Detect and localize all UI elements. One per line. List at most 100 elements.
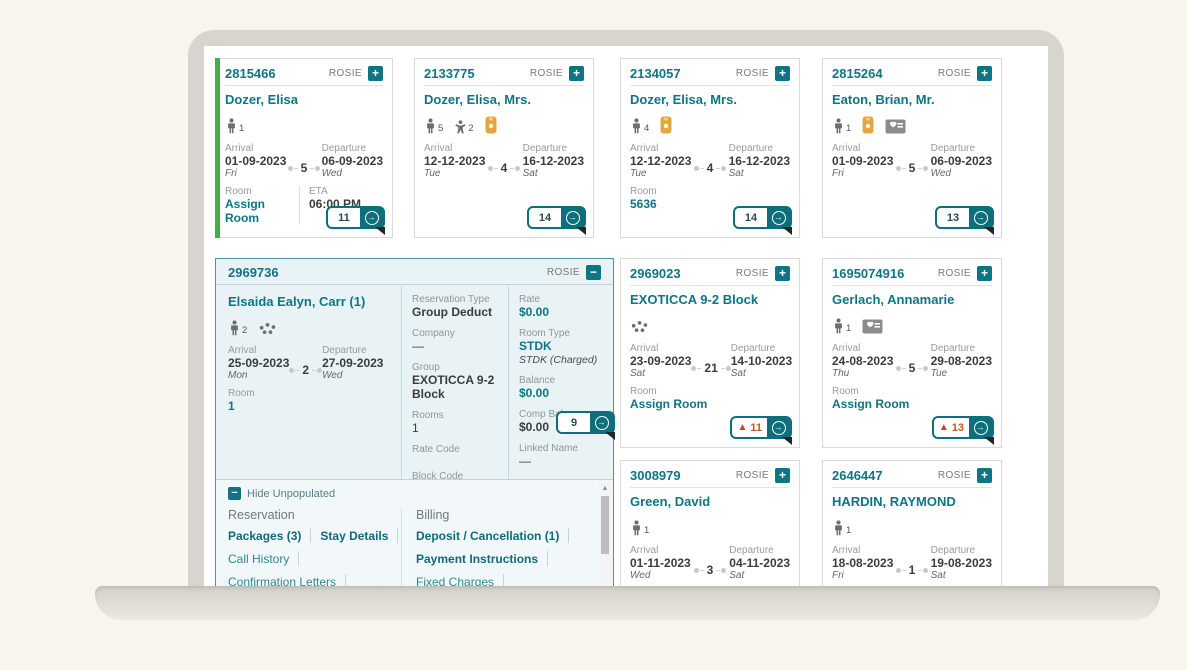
departure-day: Wed (321, 168, 342, 179)
station-label: ROSIE (529, 68, 563, 79)
adult-icon: 5 (424, 118, 443, 134)
room-label: Room (225, 186, 252, 197)
reservation-card: 2646447 ROSIE + HARDIN, RAYMOND 1 Arriva… (822, 460, 1002, 588)
fixed-charges-link[interactable]: Fixed Charges (416, 574, 495, 589)
trace-count-badge[interactable]: 9 → (556, 411, 615, 440)
adult-icon: 2 (228, 320, 247, 336)
go-arrow-button[interactable]: → (561, 208, 584, 227)
adult-count: 2 (242, 325, 248, 336)
reservation-card: 1695074916 ROSIE + Gerlach, Annamarie 1 … (822, 258, 1002, 448)
reservation-id-link[interactable]: 2969023 (630, 266, 681, 281)
expand-plus-button[interactable]: + (977, 266, 992, 281)
departure-date: 04-11-2023 (729, 556, 790, 570)
arrival-date: 23-09-2023 (630, 354, 692, 368)
reservation-id-link[interactable]: 3008979 (630, 468, 681, 483)
assign-room-link[interactable]: Assign Room (630, 397, 708, 411)
arrival-day: Tue (630, 168, 647, 179)
trace-count-badge[interactable]: 11 → (326, 206, 385, 235)
arrow-icon: → (771, 420, 786, 435)
go-arrow-button[interactable]: → (969, 418, 992, 437)
payment-instructions-link[interactable]: Payment Instructions (416, 551, 539, 566)
nights-indicator: 5 (287, 157, 321, 179)
room-number-link[interactable]: 5636 (630, 197, 657, 211)
scrollbar-thumb[interactable] (601, 496, 609, 554)
guest-name: Dozer, Elisa, Mrs. (424, 92, 531, 107)
confirmation-letters-link[interactable]: Confirmation Letters (228, 574, 337, 589)
go-arrow-button[interactable]: → (360, 208, 383, 227)
expand-plus-button[interactable]: + (775, 266, 790, 281)
departure-date: 29-08-2023 (930, 354, 992, 368)
go-arrow-button[interactable]: → (767, 208, 790, 227)
expand-plus-button[interactable]: + (368, 66, 383, 81)
child-count: 2 (468, 123, 474, 134)
reservation-id-link[interactable]: 2815264 (832, 66, 883, 81)
linked-name-value: — (519, 454, 531, 468)
go-arrow-button[interactable]: → (969, 208, 992, 227)
adult-icon: 4 (630, 118, 649, 134)
arrival-date: 25-09-2023 (228, 356, 290, 370)
expand-plus-button[interactable]: + (569, 66, 584, 81)
hide-unpopulated-toggle[interactable]: − Hide Unpopulated (228, 487, 613, 500)
station-label: ROSIE (735, 68, 769, 79)
reservation-id-link[interactable]: 2815466 (225, 66, 276, 81)
arrow-icon: → (973, 210, 988, 225)
reservation-id-link[interactable]: 2133775 (424, 66, 475, 81)
reservation-id-link[interactable]: 2969736 (228, 265, 279, 280)
nights-count: 4 (706, 161, 714, 175)
trace-count-badge[interactable]: 14 → (527, 206, 586, 235)
room-number-link[interactable]: 1 (228, 399, 235, 413)
departure-date: 06-09-2023 (321, 154, 383, 168)
reservation-id-link[interactable]: 1695074916 (832, 266, 905, 281)
reservation-id-link[interactable]: 2646447 (832, 468, 883, 483)
adult-count: 4 (644, 123, 650, 134)
room-type-value: STDK (519, 339, 552, 353)
status-stripe (215, 58, 220, 238)
adult-count: 1 (644, 525, 650, 536)
reservation-card: 2133775 ROSIE + Dozer, Elisa, Mrs. 5 2 (414, 58, 594, 238)
trace-count-badge[interactable]: ▲ 13 → (931, 416, 994, 445)
station-label: ROSIE (546, 267, 580, 278)
deposit-cancellation-link[interactable]: Deposit / Cancellation (1) (416, 528, 560, 543)
vip-tag-icon (862, 116, 874, 134)
scrollbar[interactable]: ▲ (599, 483, 611, 585)
departure-day: Sat (729, 570, 745, 581)
expand-plus-button[interactable]: + (775, 468, 790, 483)
trace-count: 9 (570, 416, 578, 429)
assign-room-link[interactable]: Assign Room (832, 397, 910, 411)
stay-details-link[interactable]: Stay Details (320, 528, 389, 543)
trace-count-badge[interactable]: ▲ 11 → (730, 416, 792, 445)
reservation-id-link[interactable]: 2134057 (630, 66, 681, 81)
room-type-note: STDK (Charged) (519, 354, 598, 366)
expand-plus-button[interactable]: + (977, 66, 992, 81)
reservation-card: 2134057 ROSIE + Dozer, Elisa, Mrs. 4 Arr… (620, 58, 800, 238)
arrow-icon: → (565, 210, 580, 225)
trace-count: 13 (951, 421, 964, 434)
arrival-day: Fri (832, 168, 844, 179)
arrival-label: Arrival (225, 143, 254, 154)
expand-plus-button[interactable]: + (775, 66, 790, 81)
expand-plus-button[interactable]: + (977, 468, 992, 483)
scroll-up-arrow[interactable]: ▲ (601, 485, 609, 492)
call-history-link[interactable]: Call History (228, 551, 290, 566)
child-icon: 2 (454, 120, 474, 134)
adult-count: 1 (846, 123, 852, 134)
go-arrow-button[interactable]: → (767, 418, 790, 437)
balance-value: $0.00 (519, 386, 550, 400)
assign-room-link[interactable]: Assign Room (225, 197, 266, 225)
trace-count-badge[interactable]: 14 → (733, 206, 792, 235)
adult-icon: 1 (832, 520, 851, 536)
minus-icon: − (228, 487, 241, 500)
departure-day: Wed (322, 370, 343, 381)
station-label: ROSIE (735, 470, 769, 481)
guest-name: EXOTICCA 9-2 Block (630, 292, 759, 307)
group-value: EXOTICCA 9-2 Block (412, 373, 495, 401)
trace-count-badge[interactable]: 13 → (935, 206, 994, 235)
billing-section-title: Billing (416, 508, 450, 522)
go-arrow-button[interactable]: → (590, 413, 613, 432)
packages-link[interactable]: Packages (3) (228, 528, 302, 543)
nights-count: 5 (908, 161, 916, 175)
vip-tag-icon (660, 116, 672, 134)
arrival-day: Wed (630, 570, 651, 581)
collapse-minus-button[interactable]: − (586, 265, 601, 280)
arrival-date: 24-08-2023 (832, 354, 894, 368)
